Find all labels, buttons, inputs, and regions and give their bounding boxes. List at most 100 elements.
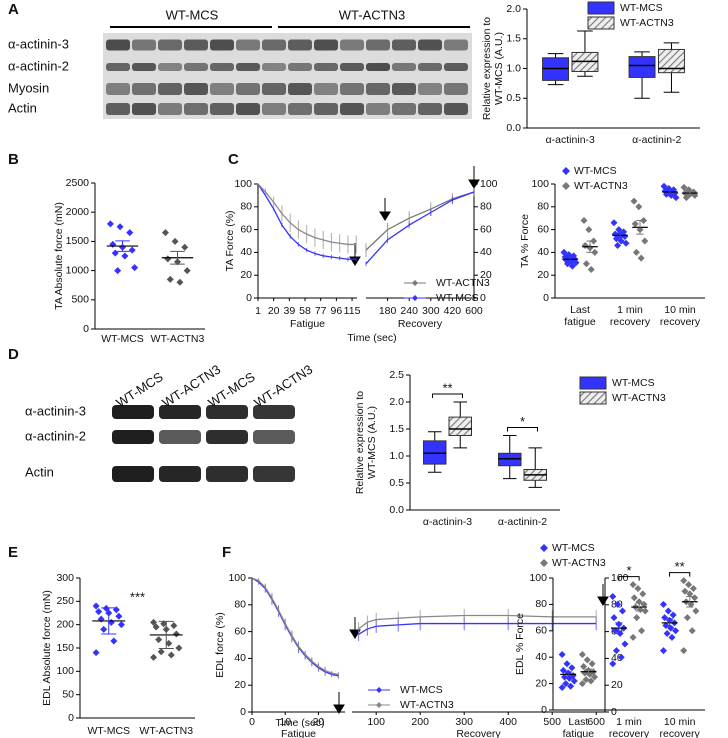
whisker	[547, 53, 564, 58]
data-point	[92, 649, 100, 657]
y-tick-label: 80	[535, 598, 547, 610]
data-point	[167, 651, 175, 659]
y-tick-label: 1.5	[389, 423, 404, 435]
y-tick-label: 1.0	[506, 62, 521, 74]
blot-band	[314, 83, 338, 95]
x-axis-title: Time (sec)	[347, 332, 396, 344]
y-tick-label: 80	[234, 599, 246, 611]
box	[498, 452, 522, 467]
data-point	[568, 262, 576, 270]
error-bar	[586, 240, 594, 253]
blot-band	[184, 39, 208, 51]
y-tick-label: 0.0	[506, 122, 521, 134]
blot-band	[236, 63, 260, 71]
data-point	[681, 587, 689, 595]
blot-group-label: WT-ACTN3	[339, 7, 405, 22]
data-point	[170, 622, 178, 630]
legend-marker	[376, 687, 382, 693]
data-point	[663, 629, 671, 637]
y-tick-label: 0	[543, 292, 549, 304]
whisker	[577, 71, 593, 77]
blot-band	[253, 466, 295, 482]
blot-band	[159, 405, 201, 419]
blot-band	[112, 466, 154, 482]
y-tick-label: 0	[541, 704, 547, 716]
x-tick-label: 58	[299, 305, 311, 317]
y-tick-label: 100	[529, 572, 547, 584]
data-point	[585, 226, 593, 234]
data-point	[614, 242, 622, 250]
whisker	[453, 435, 467, 449]
x-tick-label: 400	[499, 716, 517, 728]
blot-band	[418, 63, 442, 71]
y-axis-label: TA % Force	[519, 214, 531, 268]
error-bar	[115, 240, 130, 252]
blot-row-label: α-actinin-2	[25, 428, 86, 443]
legend-label: WT-ACTN3	[552, 557, 606, 569]
y-tick-label: 0	[83, 323, 89, 335]
significance-bracket	[618, 576, 640, 581]
data-point	[641, 237, 649, 245]
y-axis-label: WT-MCS (A.U.)	[366, 406, 378, 479]
significance-bracket	[669, 572, 691, 577]
data-point	[629, 581, 637, 589]
y-tick-label: 100	[56, 665, 74, 677]
blot-row-label: α-actinin-2	[8, 58, 69, 73]
blot-band	[444, 39, 468, 51]
blot-band	[112, 405, 154, 419]
y-axis-label: EDL force (%)	[214, 612, 226, 678]
blot-band	[184, 63, 208, 71]
data-point	[112, 606, 120, 614]
data-point	[629, 633, 637, 641]
x-tick-label: recovery	[610, 316, 651, 328]
y2-tick-label: 80	[480, 201, 492, 213]
error-bar	[616, 232, 624, 239]
y-tick-label: 20	[537, 269, 549, 281]
data-point	[611, 627, 619, 635]
data-point	[583, 656, 591, 664]
whisker	[503, 465, 517, 480]
data-point	[150, 653, 158, 661]
panel-label: B	[8, 151, 19, 168]
annotation: *	[520, 414, 525, 429]
data-point	[161, 229, 169, 237]
panel-label: A	[8, 1, 19, 18]
x-tick-label: 115	[344, 305, 361, 317]
y-tick-label: 100	[234, 178, 252, 190]
data-point	[111, 249, 119, 257]
y-tick-label: 0.0	[389, 504, 404, 516]
data-point	[672, 194, 680, 202]
y-axis-label: Relative expression to	[354, 391, 366, 494]
blot-band	[366, 63, 390, 71]
y-axis-label: EDL Absolute force (mN)	[41, 590, 53, 706]
data-point	[588, 660, 596, 668]
whisker	[503, 434, 517, 454]
whisker	[663, 42, 680, 50]
data-point	[587, 677, 595, 685]
blot-band	[288, 103, 312, 115]
data-point	[109, 240, 117, 248]
data-point	[115, 612, 123, 620]
x-tick-label: 20	[313, 716, 325, 728]
data-point	[582, 676, 590, 684]
x-tick-label: 420	[444, 305, 462, 317]
blot-row-label: α-actinin-3	[25, 403, 86, 418]
blot-band	[288, 39, 312, 51]
x-tick-label: α-actinin-2	[632, 134, 681, 146]
x-tick-label: 100	[367, 716, 385, 728]
data-point	[659, 600, 667, 608]
data-point	[126, 229, 134, 237]
whisker	[528, 447, 542, 470]
data-point	[567, 682, 575, 690]
x-tick-label: 180	[379, 305, 397, 317]
blot-band	[444, 103, 468, 115]
x-tick-label: α-actinin-3	[546, 134, 595, 146]
legend-label: WT-MCS	[436, 292, 479, 304]
legend-marker	[412, 280, 418, 286]
blot-band	[392, 63, 416, 71]
y-axis-label: EDL % Force	[514, 613, 526, 675]
data-point	[128, 246, 136, 254]
y-tick-label: 50	[62, 688, 74, 700]
blot-band	[253, 430, 295, 444]
blot-band	[159, 466, 201, 482]
